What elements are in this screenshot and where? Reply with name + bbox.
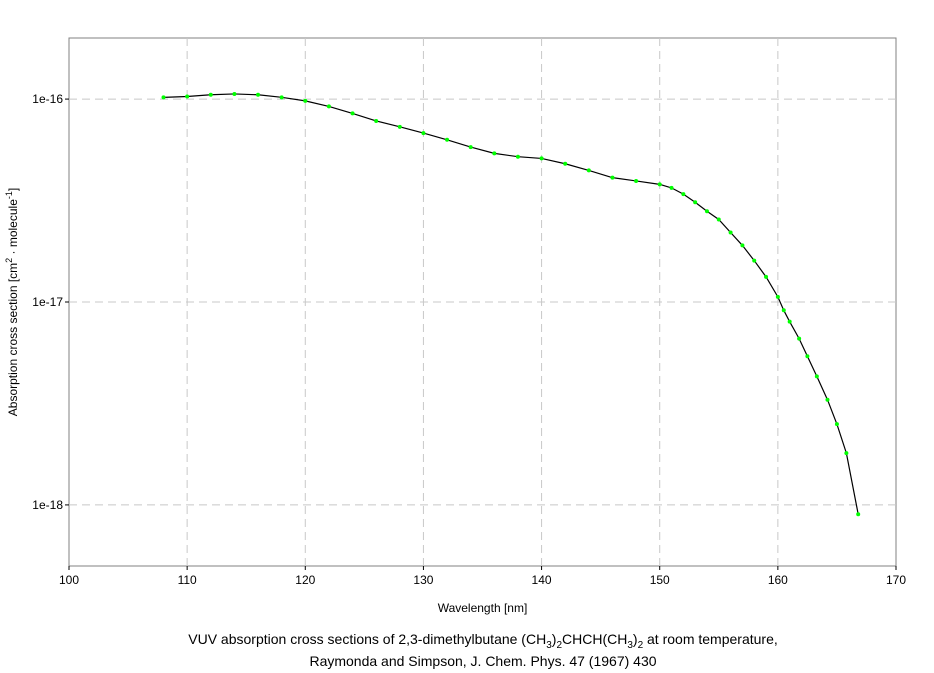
data-point <box>805 354 810 359</box>
data-point <box>374 118 379 123</box>
data-point <box>693 200 698 205</box>
text-part: ) <box>633 631 638 647</box>
text-part: 2 <box>638 640 644 651</box>
data-point <box>704 209 709 214</box>
data-point <box>445 137 450 142</box>
x-tick-label: 130 <box>413 573 433 587</box>
text-part: -1 <box>4 191 14 199</box>
data-point <box>563 161 568 166</box>
data-point <box>669 185 674 190</box>
y-tick-label: 1e-18 <box>32 498 63 512</box>
y-axis-label: Absorption cross section [cm2 · molecule… <box>4 188 20 416</box>
data-point <box>515 154 520 159</box>
data-point <box>185 94 190 99</box>
text-part: ] <box>6 188 20 191</box>
data-point <box>752 258 757 263</box>
data-point <box>397 124 402 129</box>
data-point <box>539 156 544 161</box>
text-part: Absorption cross section [cm <box>6 263 20 416</box>
data-point <box>350 111 355 116</box>
data-point <box>634 178 639 183</box>
data-point <box>161 95 166 100</box>
y-tick-label: 1e-17 <box>32 295 63 309</box>
data-point <box>681 192 686 197</box>
data-point <box>844 451 849 456</box>
text-part: 2 <box>4 258 14 263</box>
text-part: 3 <box>546 640 552 651</box>
data-point <box>787 319 792 324</box>
data-point <box>586 168 591 173</box>
data-point <box>834 422 839 427</box>
data-point <box>728 230 733 235</box>
y-tick-label: 1e-16 <box>32 92 63 106</box>
caption: VUV absorption cross sections of 2,3-dim… <box>188 631 778 651</box>
x-tick-label: 160 <box>768 573 788 587</box>
caption: Raymonda and Simpson, J. Chem. Phys. 47 … <box>309 653 656 669</box>
x-tick-label: 170 <box>886 573 906 587</box>
data-point <box>657 182 662 187</box>
data-point <box>326 104 331 109</box>
data-point <box>781 308 786 313</box>
x-axis-label: Wavelength [nm] <box>438 601 528 615</box>
data-point <box>279 95 284 100</box>
x-tick-label: 140 <box>532 573 552 587</box>
data-point <box>492 151 497 156</box>
data-point <box>814 374 819 379</box>
data-point <box>764 274 769 279</box>
data-point <box>740 243 745 248</box>
data-point <box>232 91 237 96</box>
data-point <box>610 175 615 180</box>
text-part: CHCH(CH <box>562 631 627 647</box>
data-point <box>775 294 780 299</box>
text-part: · molecule <box>6 199 20 258</box>
text-part: 2 <box>556 640 562 651</box>
text-part: Raymonda and Simpson, J. Chem. Phys. 47 … <box>309 653 656 669</box>
data-point <box>421 131 426 136</box>
data-point <box>303 98 308 103</box>
data-point <box>825 397 830 402</box>
data-point <box>856 512 861 517</box>
data-point <box>208 92 213 97</box>
x-tick-label: 110 <box>178 573 197 587</box>
data-point <box>797 336 802 341</box>
text-part: ) <box>552 631 557 647</box>
text-part: 3 <box>627 640 633 651</box>
x-tick-label: 150 <box>650 573 670 587</box>
text-part: at room temperature, <box>643 631 778 647</box>
x-tick-label: 120 <box>295 573 315 587</box>
x-tick-label: 100 <box>59 573 79 587</box>
text-part: VUV absorption cross sections of 2,3-dim… <box>188 631 546 647</box>
data-point <box>256 92 261 97</box>
data-point <box>468 145 473 150</box>
data-point <box>716 217 721 222</box>
